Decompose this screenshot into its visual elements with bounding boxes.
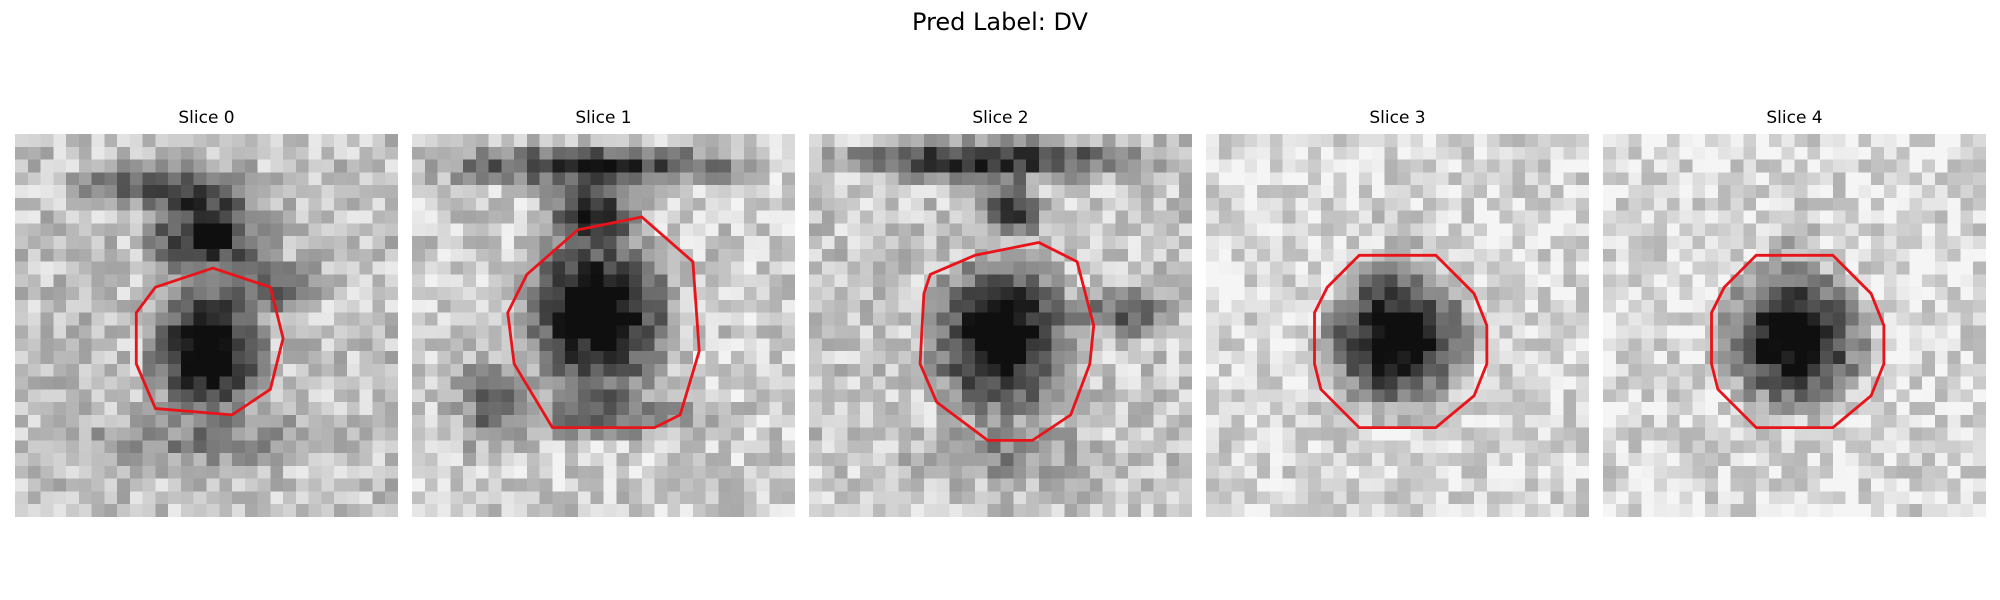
segmentation-contour — [918, 241, 1096, 442]
slice-panel-0: Slice 0 — [15, 106, 398, 546]
slice-image — [809, 134, 1192, 517]
slice-title: Slice 2 — [972, 108, 1029, 128]
figure-title: Pred Label: DV — [912, 8, 1088, 36]
segmentation-contour — [134, 266, 285, 417]
slice-panel-4: Slice 4 — [1603, 106, 1986, 546]
slice-image — [1603, 134, 1986, 517]
slice-image — [1206, 134, 1589, 517]
slice-panel-3: Slice 3 — [1206, 106, 1589, 546]
segmentation-contour — [506, 215, 701, 430]
slice-title: Slice 0 — [178, 108, 235, 128]
slice-title: Slice 1 — [575, 108, 632, 128]
slice-title: Slice 3 — [1369, 108, 1426, 128]
slice-image — [412, 134, 795, 517]
slice-title: Slice 4 — [1766, 108, 1823, 128]
segmentation-contour — [1710, 253, 1886, 430]
slice-image — [15, 134, 398, 517]
segmentation-contour — [1313, 253, 1489, 430]
slice-panel-1: Slice 1 — [412, 106, 795, 546]
slice-panel-2: Slice 2 — [809, 106, 1192, 546]
